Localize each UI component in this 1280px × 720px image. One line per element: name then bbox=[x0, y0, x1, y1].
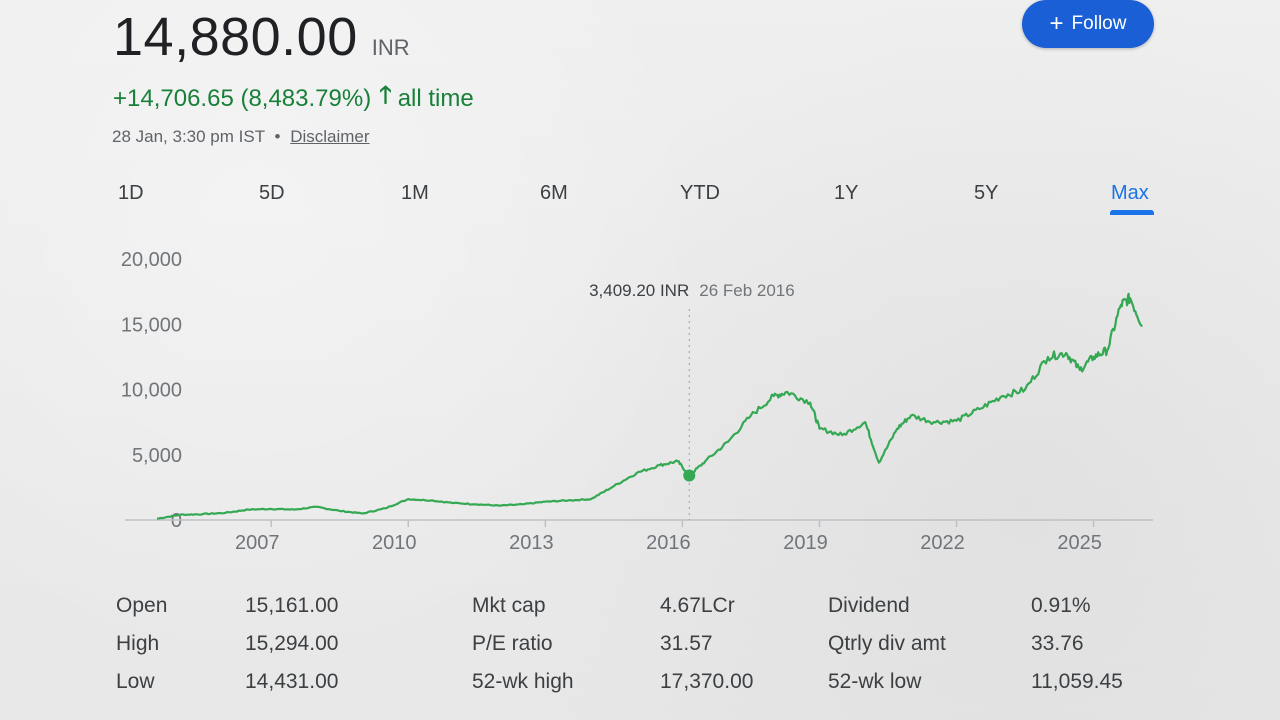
y-tick-label: 15,000 bbox=[121, 314, 182, 336]
stat-label-open: Open bbox=[116, 594, 168, 617]
y-tick-label: 5,000 bbox=[132, 445, 182, 467]
quote-meta: 28 Jan, 3:30 pm IST • Disclaimer bbox=[112, 127, 370, 147]
plus-icon: + bbox=[1049, 10, 1064, 37]
stat-label-high: High bbox=[116, 632, 160, 655]
stat-label-dividend: Dividend bbox=[828, 594, 910, 617]
y-tick-label: 20,000 bbox=[121, 249, 182, 271]
active-tab-indicator bbox=[1110, 210, 1154, 215]
tab-1d[interactable]: 1D bbox=[118, 182, 144, 204]
quote-header: 14,880.00 INR bbox=[113, 6, 410, 68]
follow-label: Follow bbox=[1071, 13, 1127, 34]
stat-label-qtrly-div: Qtrly div amt bbox=[828, 632, 946, 655]
chart-tooltip: 3,409.20 INR 26 Feb 2016 bbox=[589, 281, 795, 520]
change-period: all time bbox=[397, 84, 474, 112]
follow-button[interactable]: + Follow bbox=[1022, 0, 1154, 48]
tab-5y[interactable]: 5Y bbox=[974, 182, 999, 204]
tab-5d[interactable]: 5D bbox=[259, 182, 285, 204]
tooltip-value: 3,409.20 INR bbox=[589, 281, 689, 300]
price-change: +14,706.65 (8,483.79%) 🡑 all time bbox=[113, 78, 474, 119]
y-tick-label: 10,000 bbox=[121, 380, 182, 402]
timestamp: 28 Jan, 3:30 pm IST bbox=[112, 127, 265, 146]
tab-1m[interactable]: 1M bbox=[401, 182, 429, 204]
y-tick-label: 0 bbox=[171, 510, 182, 532]
x-tick-label: 2025 bbox=[1057, 532, 1102, 554]
stat-value-dividend: 0.91% bbox=[1031, 594, 1091, 617]
x-tick-label: 2019 bbox=[783, 532, 828, 554]
arrow-up-icon: 🡑 bbox=[379, 82, 392, 109]
disclaimer-link[interactable]: Disclaimer bbox=[290, 127, 370, 146]
stat-value-52wk-high: 17,370.00 bbox=[660, 670, 754, 693]
tooltip-point bbox=[683, 469, 696, 482]
stat-label-pe: P/E ratio bbox=[472, 632, 553, 655]
stat-value-pe: 31.57 bbox=[660, 632, 713, 655]
stat-value-mktcap: 4.67LCr bbox=[660, 594, 735, 617]
price-series-line bbox=[156, 292, 1143, 520]
tab-1y[interactable]: 1Y bbox=[834, 182, 859, 204]
stat-label-52wk-low: 52-wk low bbox=[828, 670, 922, 693]
stat-label-mktcap: Mkt cap bbox=[472, 594, 546, 617]
x-tick-label: 2016 bbox=[646, 532, 691, 554]
stat-value-qtrly-div: 33.76 bbox=[1031, 632, 1084, 655]
x-tick-label: 2013 bbox=[509, 532, 554, 554]
stat-value-52wk-low: 11,059.45 bbox=[1031, 670, 1123, 693]
meta-separator: • bbox=[274, 127, 281, 146]
plot-area bbox=[156, 292, 1143, 520]
tab-6m[interactable]: 6M bbox=[540, 182, 568, 204]
tab-ytd[interactable]: YTD bbox=[680, 182, 720, 204]
change-value: +14,706.65 (8,483.79%) bbox=[113, 84, 372, 112]
x-tick-label: 2010 bbox=[372, 532, 417, 554]
tab-max[interactable]: Max bbox=[1111, 182, 1149, 204]
current-price: 14,880.00 bbox=[113, 7, 358, 67]
range-tabs: 1D 5D 1M 6M YTD 1Y 5Y Max bbox=[0, 178, 1280, 222]
stat-value-open: 15,161.00 bbox=[245, 594, 339, 617]
x-tick-label: 2007 bbox=[235, 532, 280, 554]
price-chart[interactable]: 0 5,000 10,000 15,000 20,000 2007 2010 2013 201… bbox=[0, 235, 1280, 565]
stat-value-high: 15,294.00 bbox=[245, 632, 339, 655]
tooltip-date: 26 Feb 2016 bbox=[699, 281, 794, 300]
stat-label-52wk-high: 52-wk high bbox=[472, 670, 574, 693]
currency-code: INR bbox=[371, 35, 410, 60]
x-axis: 2007 2010 2013 2016 2019 2022 2025 bbox=[125, 519, 1153, 554]
x-tick-label: 2022 bbox=[920, 532, 965, 554]
y-axis: 0 5,000 10,000 15,000 20,000 bbox=[121, 249, 182, 532]
stat-label-low: Low bbox=[116, 670, 155, 693]
stat-value-low: 14,431.00 bbox=[245, 670, 339, 693]
